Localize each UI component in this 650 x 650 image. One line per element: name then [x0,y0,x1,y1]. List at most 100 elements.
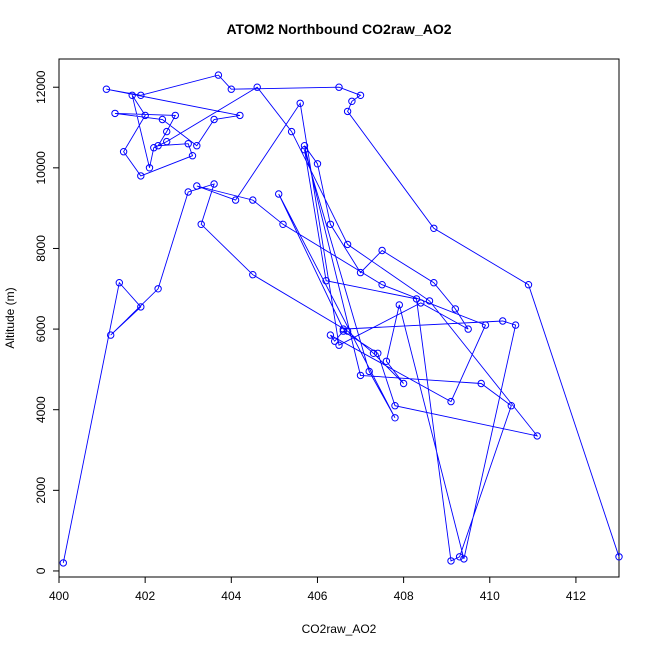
data-point [339,325,347,333]
data-point [137,303,145,311]
data-point [343,327,352,335]
data-point [249,271,257,279]
data-point [141,111,149,120]
data-point [300,142,309,150]
x-tick-label: 412 [566,589,586,603]
data-point [145,164,154,172]
data-point [343,107,352,116]
data-point [369,349,378,357]
data-point [399,379,408,388]
data-point [507,402,515,410]
data-point [300,146,309,154]
data-point [249,196,257,204]
data-point [236,111,244,120]
data-point [533,432,541,440]
data-point [59,559,67,567]
data-point [356,268,365,277]
data-point [326,220,335,229]
data-point [296,99,304,108]
data-point [210,115,218,124]
data-point [412,295,421,303]
data-point [356,371,365,380]
data-point [214,71,223,79]
data-point [378,281,386,289]
data-point [511,321,520,329]
data-point [150,144,158,152]
data-point [326,331,335,339]
data-point [395,301,403,309]
data-point [348,97,356,106]
data-point [460,555,468,563]
data-point [154,285,162,293]
data-point [313,160,322,168]
data-point [343,240,352,249]
x-tick-label: 402 [135,589,155,603]
x-tick-label: 400 [49,589,69,603]
data-point [227,85,236,93]
data-point [322,277,330,285]
data-point [107,331,115,339]
x-tick-label: 408 [394,589,414,603]
data-point [365,367,373,376]
data-point [339,327,347,335]
data-point [430,279,438,287]
y-axis-label: Altitude (m) [3,287,17,348]
data-point [356,91,365,100]
points-layer [59,71,623,567]
data-point [417,299,425,307]
x-axis-label: CO2raw_AO2 [302,622,377,636]
data-point [154,142,162,150]
y-tick-label: 2000 [34,477,48,504]
data-point [451,305,459,313]
data-point [197,220,205,229]
series-line-layer [62,74,620,563]
data-point [279,220,287,229]
data-point [335,83,343,91]
data-point [391,414,399,422]
data-point [111,109,119,118]
x-tick-label: 404 [221,589,241,603]
y-tick-label: 6000 [34,315,48,342]
data-point [137,172,145,180]
data-point [128,91,136,100]
data-point [331,337,339,345]
data-point [374,349,382,357]
data-point [184,140,192,148]
y-axis: 0 2000 4000 6000 8000 10000 12000 [34,70,60,574]
data-point [524,281,533,289]
data-point [481,321,490,329]
data-point [137,91,145,100]
y-tick-label: 12000 [34,70,48,104]
data-point [102,85,111,93]
data-point [382,357,391,365]
data-point [275,190,283,198]
data-point [231,196,240,204]
data-point [163,137,171,146]
data-point [378,246,386,255]
chart-title: ATOM2 Northbound CO2raw_AO2 [226,21,451,37]
plot-frame [58,58,620,578]
data-point [477,379,485,388]
y-tick-label: 10000 [34,151,48,185]
data-point [287,127,296,136]
data-point [119,148,128,156]
data-point [447,397,455,406]
data-point [447,557,455,565]
data-point [455,553,464,561]
data-point [210,180,218,188]
data-point [391,402,399,410]
y-tick-label: 8000 [34,235,48,262]
data-point [171,111,180,120]
data-point [115,279,124,287]
data-point [430,224,438,233]
x-tick-label: 410 [480,589,500,603]
data-point [193,182,201,190]
data-point [615,553,623,561]
y-tick-label: 0 [34,567,48,574]
x-tick-label: 406 [307,589,327,603]
series-line [62,74,620,563]
data-point [425,297,434,305]
data-point [253,83,261,91]
x-axis: 400 402 404 406 408 410 412 [49,576,586,603]
